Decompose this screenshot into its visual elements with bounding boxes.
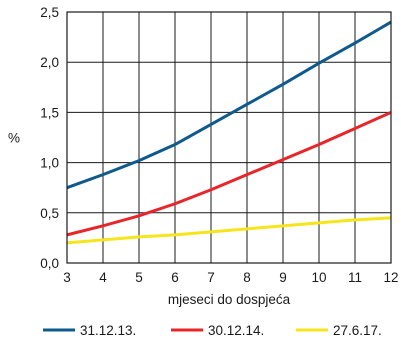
x-tick-label: 11 [348, 270, 362, 285]
y-tick-label: 1,5 [40, 105, 59, 120]
x-tick-label: 7 [207, 270, 215, 285]
y-axis-label: % [8, 131, 20, 146]
x-tick-label: 9 [279, 270, 287, 285]
y-tick-label: 0,5 [40, 206, 59, 221]
legend-label-0: 31.12.13. [80, 323, 136, 338]
series-line-0 [66, 20, 392, 190]
x-axis-label: mjeseci do dospjeća [168, 292, 291, 307]
series-line-1 [66, 111, 392, 237]
legend-label-2: 27.6.17. [333, 323, 382, 338]
x-tick-label: 3 [63, 270, 71, 285]
y-tick-label: 1,0 [40, 156, 59, 171]
legend-item-2: 27.6.17. [296, 323, 382, 338]
y-tick-label: 2,5 [40, 5, 59, 20]
legend-item-1: 30.12.14. [171, 323, 264, 338]
plot-frame [66, 11, 392, 264]
x-tick-label: 5 [135, 270, 143, 285]
y-tick-label: 0,0 [40, 256, 59, 271]
x-tick-label: 8 [243, 270, 251, 285]
x-tick-label: 10 [311, 270, 326, 285]
legend-label-1: 30.12.14. [208, 323, 264, 338]
x-tick-labels: 3 4 5 6 7 8 9 10 11 12 [63, 270, 398, 285]
y-tick-label: 2,0 [40, 55, 59, 70]
x-tick-label: 4 [99, 270, 107, 285]
plot-lines [66, 20, 392, 245]
x-tick-label: 12 [383, 270, 398, 285]
legend: 31.12.13. 30.12.14. 27.6.17. [43, 323, 382, 338]
x-tick-label: 6 [171, 270, 179, 285]
y-tick-labels: 0,0 0,5 1,0 1,5 2,0 2,5 [40, 5, 59, 271]
legend-item-0: 31.12.13. [43, 323, 136, 338]
series-line-2 [66, 216, 392, 245]
